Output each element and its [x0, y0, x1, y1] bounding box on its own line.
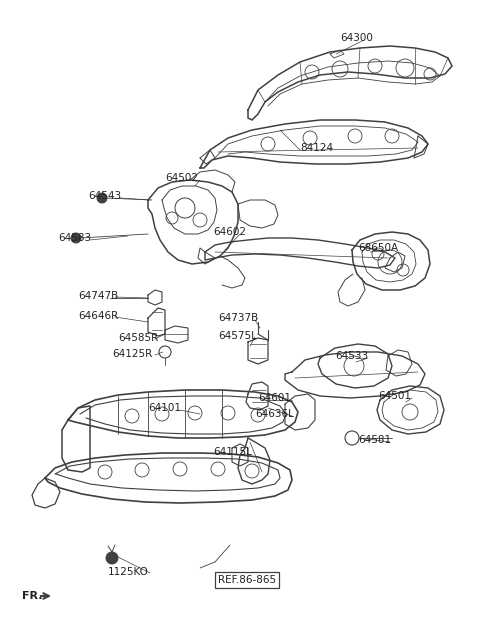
Text: 64646R: 64646R	[78, 311, 118, 321]
Text: 64502: 64502	[165, 173, 198, 183]
Text: 64101: 64101	[148, 403, 181, 413]
Text: 64300: 64300	[340, 33, 373, 43]
Text: 64575L: 64575L	[218, 331, 257, 341]
Text: 64583: 64583	[58, 233, 91, 243]
Circle shape	[71, 233, 81, 243]
Text: 68650A: 68650A	[358, 243, 398, 253]
Text: 64533: 64533	[335, 351, 368, 361]
Circle shape	[106, 552, 118, 564]
Text: 64636L: 64636L	[255, 409, 294, 419]
Text: 64602: 64602	[213, 227, 246, 237]
Text: 84124: 84124	[300, 143, 333, 153]
Text: 64585R: 64585R	[118, 333, 158, 343]
Text: 1125KO: 1125KO	[108, 567, 149, 577]
Circle shape	[97, 193, 107, 203]
Text: 64581: 64581	[358, 435, 391, 445]
Text: FR.: FR.	[22, 591, 43, 601]
Text: 64125R: 64125R	[112, 349, 152, 359]
Text: 64115L: 64115L	[213, 447, 252, 457]
Text: 64747B: 64747B	[78, 291, 118, 301]
Text: REF.86-865: REF.86-865	[218, 575, 276, 585]
Text: 64601: 64601	[258, 393, 291, 403]
Text: 64737B: 64737B	[218, 313, 258, 323]
Text: 64543: 64543	[88, 191, 121, 201]
Text: 64501: 64501	[378, 391, 411, 401]
